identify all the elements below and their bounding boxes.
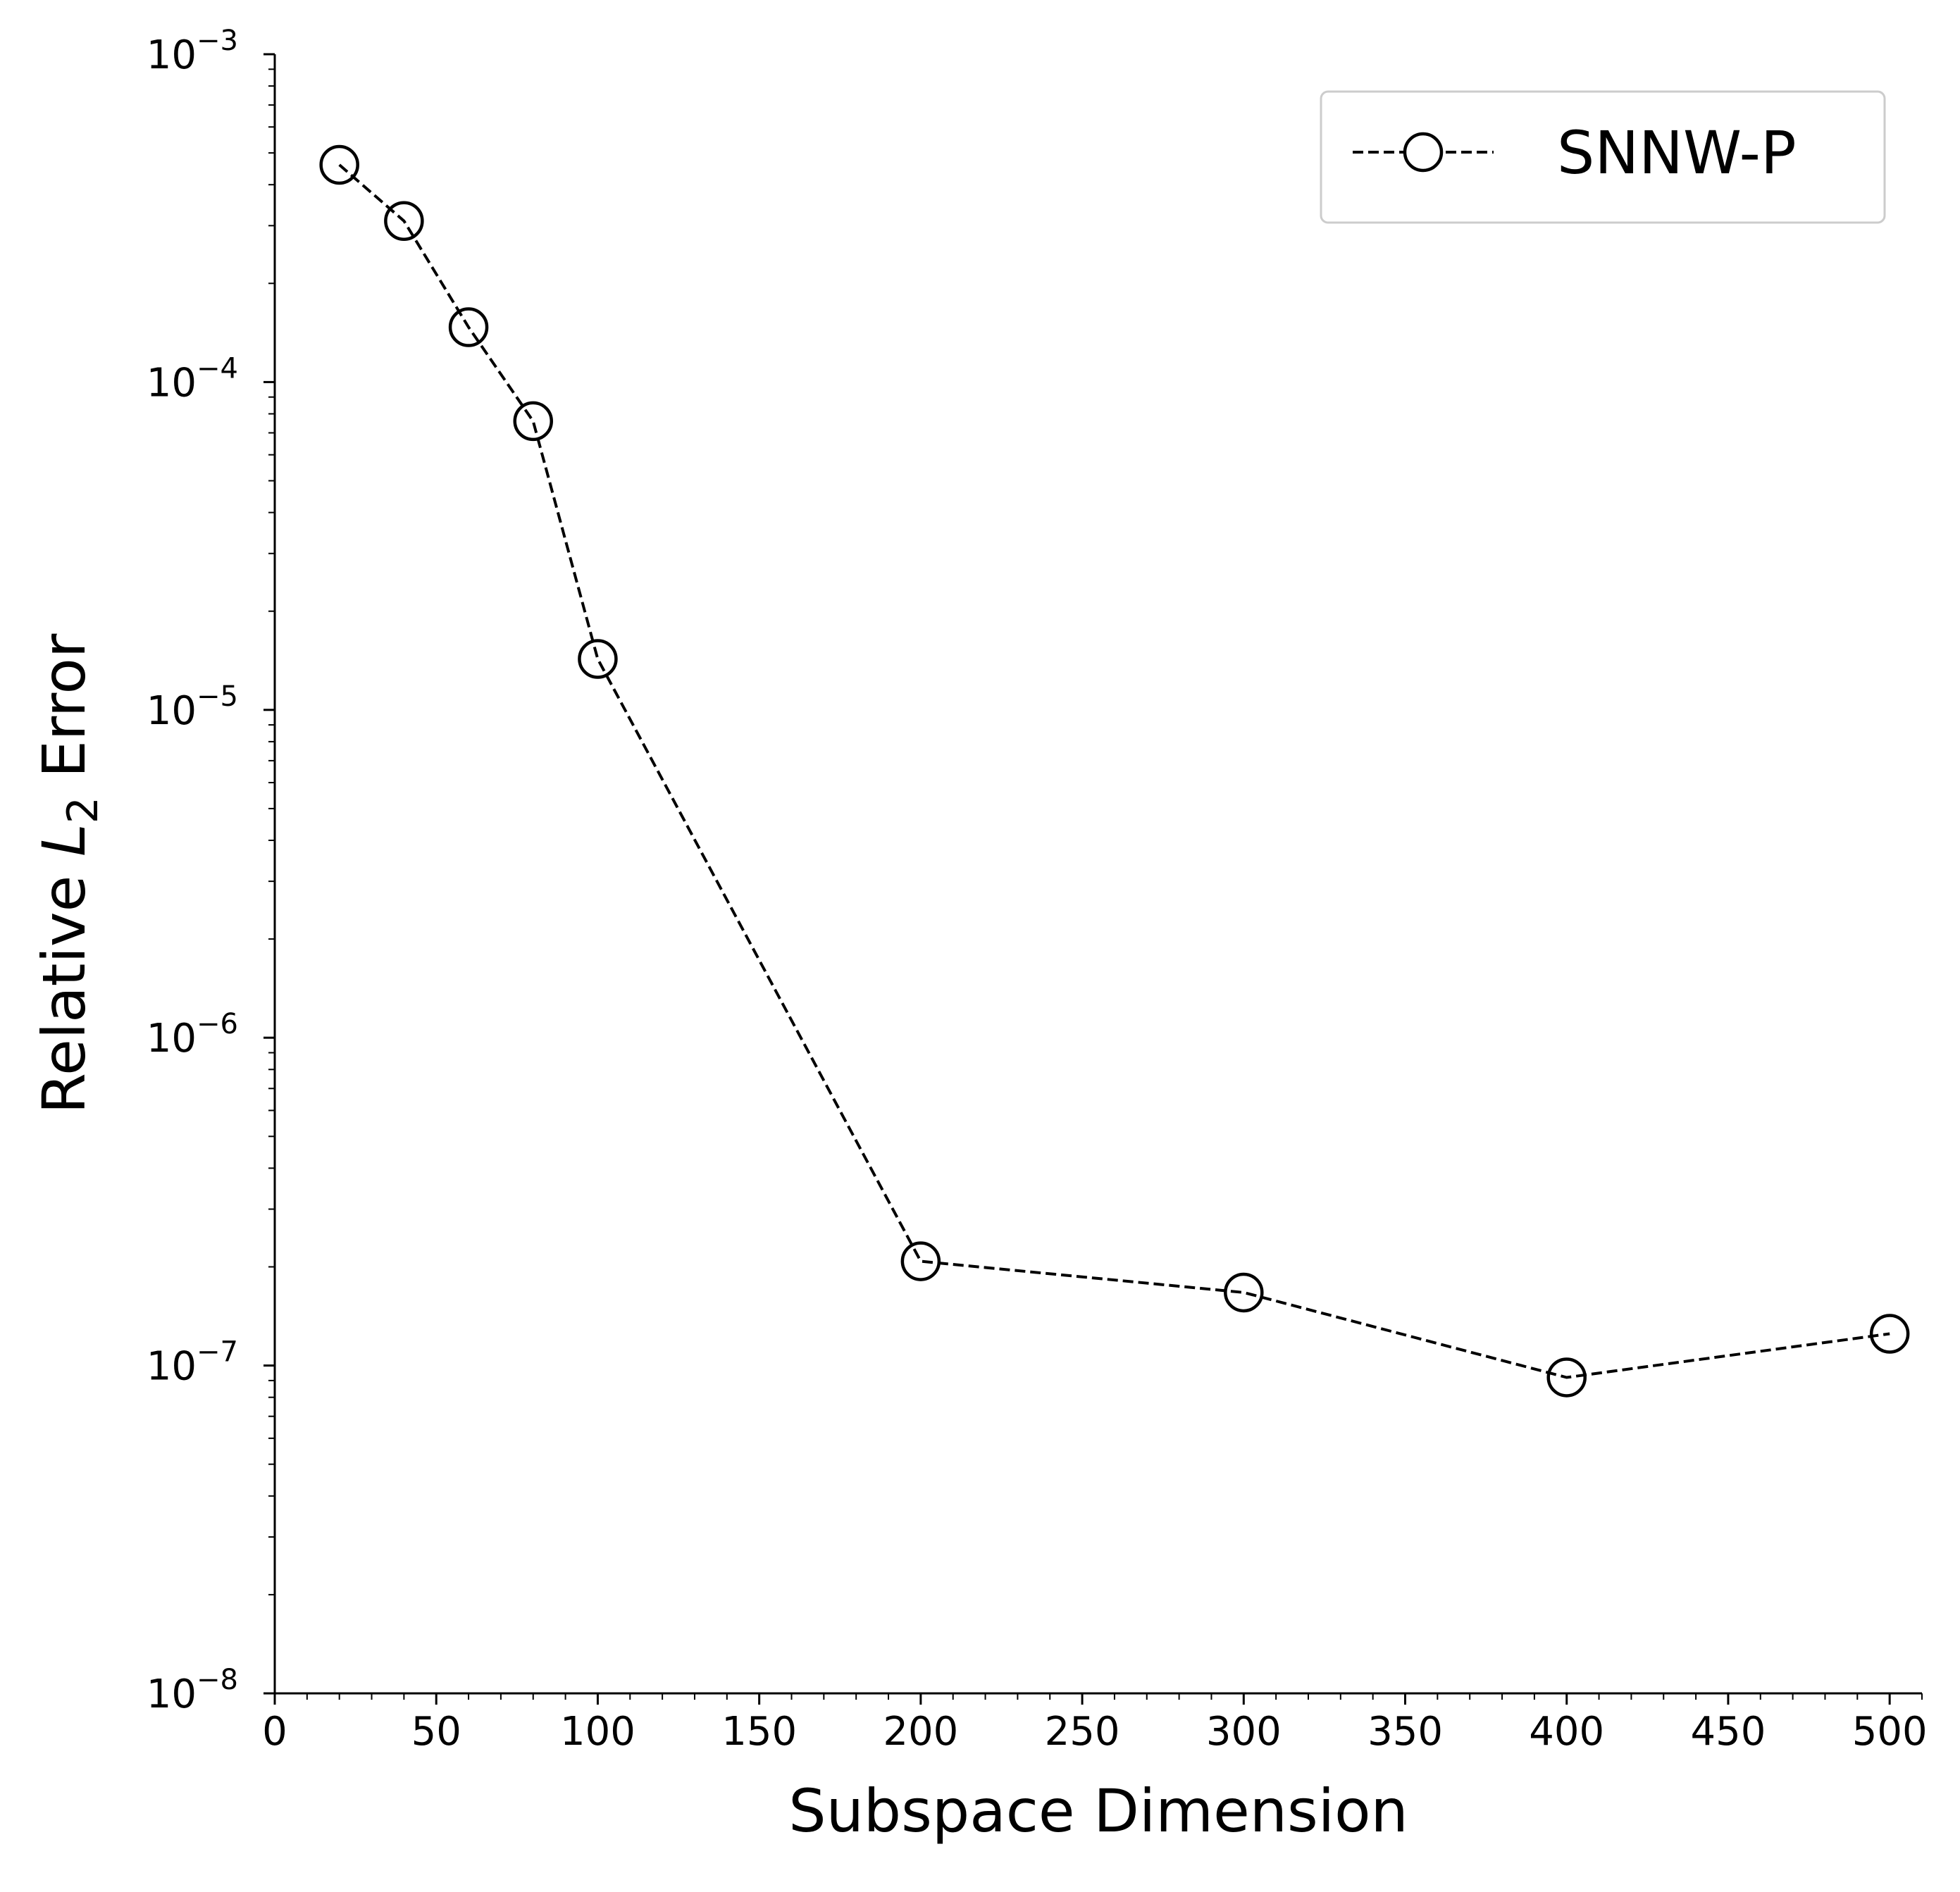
data-point [448, 307, 489, 347]
data-point [513, 401, 553, 442]
x-tick-label: 200 [883, 1709, 958, 1755]
data-point [1869, 1314, 1910, 1354]
x-tick-label: 400 [1529, 1709, 1604, 1755]
legend-frame [1320, 90, 1886, 224]
y-tick-label: 10−3 [147, 25, 238, 78]
y-tick-label: 10−7 [147, 1336, 238, 1390]
y-tick-label-exponent: −6 [197, 1008, 238, 1040]
y-axis-label: Relative L2 Error [30, 633, 108, 1114]
x-tick-label: 0 [262, 1709, 287, 1755]
y-tick-label-base: 10 [147, 1672, 197, 1717]
legend-label: SNNW-P [1557, 118, 1797, 187]
data-point [1224, 1272, 1264, 1313]
legend: SNNW-P [1320, 90, 1886, 224]
y-axis-label-subscript: 2 [58, 797, 108, 823]
y-tick-label: 10−4 [147, 352, 238, 406]
data-point [578, 639, 618, 679]
x-tick-label: 250 [1045, 1709, 1120, 1755]
y-axis-label-prefix: Relative [30, 857, 99, 1114]
y-tick-label-exponent: −5 [197, 680, 238, 713]
y-tick-label-exponent: −8 [197, 1664, 238, 1696]
y-tick-label-base: 10 [147, 32, 197, 78]
y-tick-label-exponent: −3 [197, 25, 238, 57]
x-tick-label: 50 [411, 1709, 461, 1755]
series-line [338, 163, 1890, 1379]
y-tick-label: 10−8 [147, 1664, 238, 1717]
y-tick-label-base: 10 [147, 688, 197, 734]
y-tick-label: 10−5 [147, 680, 238, 734]
y-tick-label: 10−6 [147, 1008, 238, 1062]
y-axis-label-suffix: Error [30, 633, 99, 797]
x-tick-label: 300 [1206, 1709, 1282, 1755]
data-point [900, 1241, 941, 1281]
legend-marker-sample [1403, 132, 1444, 173]
x-axis-label: Subspace Dimension [788, 1776, 1408, 1846]
x-tick-label: 100 [560, 1709, 635, 1755]
y-tick-label-exponent: −7 [197, 1336, 238, 1369]
x-tick-label: 350 [1367, 1709, 1443, 1755]
y-tick-label-base: 10 [147, 360, 197, 406]
x-tick-label: 450 [1690, 1709, 1766, 1755]
x-tick-label: 150 [721, 1709, 797, 1755]
data-point [1546, 1357, 1587, 1398]
y-tick-label-base: 10 [147, 1016, 197, 1062]
y-tick-label-base: 10 [147, 1344, 197, 1390]
x-tick-label: 500 [1852, 1709, 1928, 1755]
data-point [384, 201, 424, 241]
y-axis-label-variable: L [30, 823, 99, 857]
data-point [319, 144, 359, 185]
y-tick-label-exponent: −4 [197, 352, 238, 385]
